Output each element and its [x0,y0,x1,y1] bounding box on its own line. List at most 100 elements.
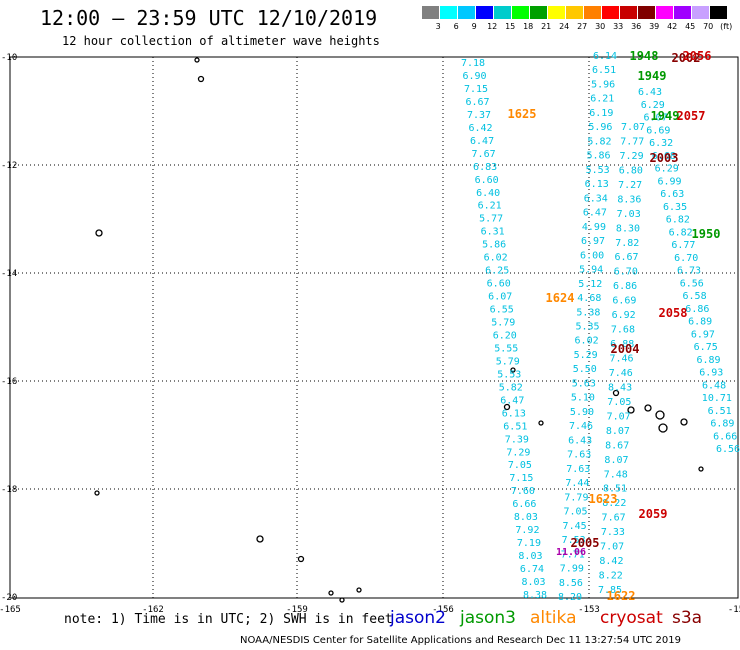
swh-value: 5.96 [588,122,612,133]
longitude-tick-label: -159 [286,605,308,615]
footer-credit: NOAA/NESDIS Center for Satellite Applica… [240,635,682,646]
swh-value: 7.63 [566,464,590,475]
swh-value: 6.19 [589,108,613,119]
swh-value: 6.89 [696,355,720,366]
swh-value: 6.70 [614,267,638,278]
colorbar-swatch [692,6,710,19]
island-outline [356,587,362,593]
island-outline [538,420,544,426]
island-outline [256,535,264,543]
map-axis-labels: -165 -162 -159 -156 -153 -15 -10 -12 -14 -16 -18 -2… [0,53,740,615]
swh-value: 10.71 [702,393,732,404]
colorbar-label: 33 [613,22,624,31]
swh-value: 5.79 [491,318,515,329]
colorbar-swatch [656,6,674,19]
swh-value: 6.51 [592,65,616,76]
swh-value: 5.77 [479,214,503,225]
track-time-label: 2002 [672,51,701,65]
swh-value: 7.19 [517,538,541,549]
swh-value: 7.82 [615,238,639,249]
swh-value: 8.20 [558,592,582,603]
swh-value: 7.67 [602,513,626,524]
colorbar-swatch [494,6,512,19]
swh-value: 5.10 [571,393,595,404]
colorbar-label: 12 [487,22,498,31]
colorbar-swatch [530,6,548,19]
colorbar-label: 30 [595,22,606,31]
swh-value: 6.99 [657,176,681,187]
track-time-label: 2004 [611,342,640,356]
swh-value: 6.47 [470,136,494,147]
island-outline [658,423,668,433]
swh-value: 5.63 [572,378,596,389]
swh-value: 5.53 [586,165,610,176]
swh-value: 6.90 [462,71,486,82]
swh-value: 7.39 [505,434,529,445]
track-time-label: 1623 [589,492,618,506]
swh-value: 6.77 [671,240,695,251]
latitude-tick-label: -20 [1,593,17,603]
colorbar-swatch [512,6,530,19]
island-outline [612,389,620,397]
track-time-label: 2003 [650,151,679,165]
swh-value: 6.66 [512,499,536,510]
colorbar-swatch [422,6,440,19]
colorbar-label: (ft) [720,22,733,31]
swh-value: 6.82 [669,227,693,238]
swh-value: 5.29 [574,350,598,361]
swh-value: 8.43 [608,382,632,393]
swh-value: 6.56 [680,278,704,289]
swh-value: 6.92 [612,310,636,321]
swh-value: 6.02 [575,336,599,347]
swh-value: 6.31 [481,227,505,238]
colorbar-swatch [674,6,692,19]
swh-value: 8.03 [518,551,542,562]
island-outline [95,229,103,237]
legend-cryosat: cryosat [600,608,663,628]
swh-value: 6.75 [694,342,718,353]
swh-value: 6.34 [584,193,608,204]
swh-value: 7.67 [472,149,496,160]
longitude-tick-label: -165 [0,605,21,615]
swh-value: 6.51 [503,421,527,432]
swh-value: 7.85 [598,585,622,596]
latitude-tick-label: -18 [1,485,17,495]
swh-value: 6.47 [583,208,607,219]
swh-value: 5.53 [497,369,521,380]
island-outline [510,367,516,373]
swh-value: 6.63 [660,189,684,200]
colorbar-label: 70 [703,22,714,31]
swh-value: 7.46 [609,354,633,365]
colorbar-label: 9 [471,22,477,31]
swh-value: 6.13 [585,179,609,190]
swh-value: 7.46 [569,421,593,432]
chart-title: 12:00 – 23:59 UTC 12/10/2019 [40,6,378,30]
swh-value: 4.99 [582,222,606,233]
swh-value: 7.48 [604,469,628,480]
swh-value: 7.03 [617,209,641,220]
map-frame [9,56,739,599]
swh-value: 6.25 [485,266,509,277]
map-border [9,56,739,599]
swh-value: 6.58 [683,291,707,302]
map-gridlines [10,57,738,598]
island-outline [297,555,305,563]
track-time-labels: 1625 1624 1623 1622 1948 1949 1949 1950 2002 2003… [508,49,721,603]
swh-value: 5.55 [494,343,518,354]
swh-value: 6.35 [663,202,687,213]
swh-value: 6.07 [488,292,512,303]
colorbar-swatch [638,6,656,19]
swh-value: 7.05 [607,397,631,408]
swh-value: 6.29 [641,100,665,111]
island-outline [644,404,652,412]
swh-value: 7.77 [620,136,644,147]
swh-value: 5.50 [573,364,597,375]
footer-note: note: 1) Time is in UTC; 2) SWH is in fe… [64,612,393,627]
swh-value: 6.68 [652,151,676,162]
swh-value: 7.18 [461,58,485,69]
swh-value: 6.00 [580,250,604,261]
island-outline [94,490,100,496]
colorbar-swatch [620,6,638,19]
island-outline [698,466,704,472]
swh-value: 8.22 [602,498,626,509]
